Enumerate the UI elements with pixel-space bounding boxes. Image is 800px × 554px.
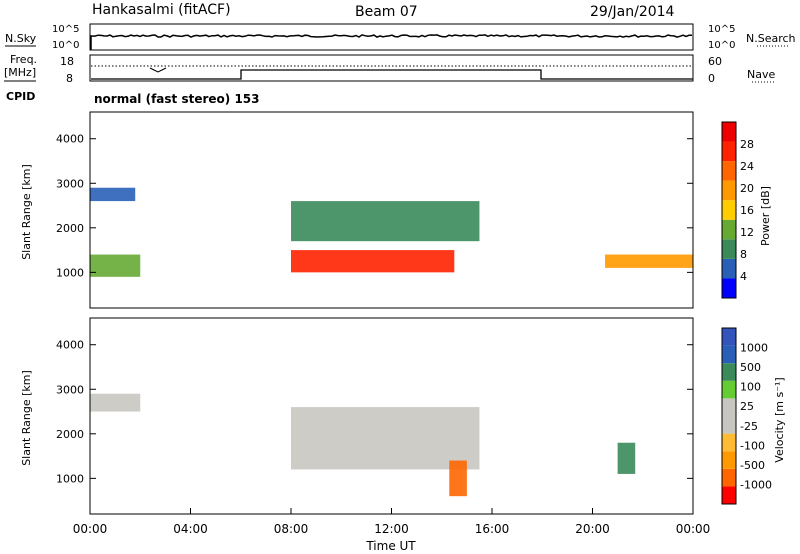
echo-region [291, 250, 455, 273]
ytick-label: 1000 [56, 266, 84, 279]
nave-tick-top: 60 [708, 55, 722, 68]
echo-region [449, 460, 467, 497]
colorbar-swatch [722, 380, 736, 399]
nsky-tick-top: 10^5 [52, 24, 79, 35]
colorbar-tick-label: 12 [740, 226, 754, 239]
echo-region [90, 393, 141, 412]
ytick-label: 1000 [56, 472, 84, 485]
power-panel: 4000 3000 2000 1000 Slant Range [km] 28 24 20… [20, 111, 772, 309]
power-yaxis: 4000 3000 2000 1000 [56, 133, 693, 279]
colorbar-swatch [722, 468, 736, 487]
colorbar-tick-label: 500 [740, 361, 761, 374]
colorbar-tick-label: 25 [740, 400, 754, 413]
freq-blip [149, 67, 167, 73]
nsky-strip: N.Sky 10^5 10^0 10^5 10^0 N.Search [5, 23, 796, 51]
nsearch-tick-bottom: 10^0 [708, 40, 735, 51]
nsky-tick-bottom: 10^0 [52, 40, 79, 51]
colorbar-swatch [722, 200, 736, 220]
beam-title: Beam 07 [355, 4, 418, 20]
freq-strip: Freq. [MHz] 18 8 60 0 Nave [4, 53, 776, 85]
colorbar-tick-label: -1000 [740, 478, 772, 491]
echo-region [617, 442, 636, 474]
xtick-label: 08:00 [274, 522, 309, 536]
colorbar-tick-label: 1000 [740, 342, 768, 355]
colorbar-tick-label: 28 [740, 138, 754, 151]
colorbar-swatch [722, 278, 736, 298]
colorbar-swatch [722, 328, 736, 346]
velocity-xaxis: 00:00 04:00 08:00 12:00 16:00 20:00 00:00 [73, 508, 711, 536]
velocity-yaxis: 4000 3000 2000 1000 [56, 339, 693, 485]
velocity-cells [90, 393, 636, 497]
nsky-label: N.Sky [5, 32, 37, 45]
power-ylabel: Slant Range [km] [20, 164, 33, 260]
colorbar-swatch [722, 219, 736, 240]
colorbar-swatch [722, 161, 736, 181]
nave-line [91, 69, 693, 80]
nsearch-tick-top: 10^5 [708, 24, 735, 35]
colorbar-tick-label: 100 [740, 381, 761, 394]
colorbar-swatch [722, 398, 736, 416]
time-xlabel: Time UT [365, 539, 416, 553]
nsky-line [90, 34, 692, 50]
xtick-label: 16:00 [475, 522, 510, 536]
velocity-panel: 4000 3000 2000 1000 Slant Range [km] 1000 50… [20, 317, 786, 553]
colorbar-swatch [722, 345, 736, 364]
echo-region [291, 201, 480, 242]
xtick-label: 12:00 [374, 522, 409, 536]
nave-label: Nave [747, 68, 775, 81]
ytick-label: 2000 [56, 428, 84, 441]
power-colorbar: 28 24 20 16 12 8 4 [721, 121, 754, 299]
colorbar-tick-label: 20 [740, 182, 754, 195]
colorbar-swatch [722, 433, 736, 452]
echo-region [291, 407, 480, 470]
site-title: Hankasalmi (fitACF) [92, 2, 231, 18]
xtick-label: 20:00 [575, 522, 610, 536]
colorbar-tick-label: 8 [740, 248, 747, 261]
echo-region [605, 254, 693, 268]
cpid-label: CPID [6, 90, 35, 103]
colorbar-swatch [722, 363, 736, 381]
colorbar-swatch [722, 180, 736, 201]
echo-region [90, 187, 136, 202]
nsearch-label: N.Search [746, 32, 796, 45]
ytick-label: 3000 [56, 177, 84, 190]
xtick-label: 00:00 [73, 522, 108, 536]
freq-label-1: Freq. [10, 53, 37, 66]
colorbar-frame [721, 121, 737, 299]
power-cells [90, 187, 693, 277]
colorbar-tick-label: 16 [740, 204, 754, 217]
cpid-value: normal (fast stereo) 153 [94, 92, 260, 106]
nave-tick-bottom: 0 [708, 72, 715, 85]
velocity-ylabel: Slant Range [km] [20, 370, 33, 466]
colorbar-frame [721, 327, 737, 505]
colorbar-swatch [722, 122, 736, 142]
ytick-label: 2000 [56, 222, 84, 235]
freq-tick-top: 18 [60, 55, 74, 68]
velocity-colorbar-label: Velocity [m s⁻¹] [773, 377, 786, 462]
ytick-label: 3000 [56, 383, 84, 396]
echo-region [90, 254, 141, 277]
date-title: 29/Jan/2014 [590, 4, 675, 20]
colorbar-tick-label: -500 [740, 459, 765, 472]
colorbar-swatch [722, 258, 736, 279]
colorbar-swatch [722, 451, 736, 469]
colorbar-tick-label: -100 [740, 439, 765, 452]
freq-tick-bottom: 8 [66, 72, 73, 85]
power-colorbar-label: Power [dB] [759, 186, 772, 246]
velocity-colorbar: 1000 500 100 25 -25 -100 -500 -1000 [721, 327, 772, 505]
freq-label-2: [MHz] [4, 66, 36, 79]
xtick-label: 00:00 [676, 522, 711, 536]
colorbar-swatch [722, 141, 736, 162]
ytick-label: 4000 [56, 133, 84, 146]
colorbar-tick-label: 4 [740, 270, 747, 283]
colorbar-tick-label: -25 [740, 420, 758, 433]
colorbar-swatch [722, 416, 736, 434]
colorbar-swatch [722, 239, 736, 259]
colorbar-swatch [722, 486, 736, 504]
colorbar-tick-label: 24 [740, 160, 754, 173]
ytick-label: 4000 [56, 339, 84, 352]
xtick-label: 04:00 [173, 522, 208, 536]
